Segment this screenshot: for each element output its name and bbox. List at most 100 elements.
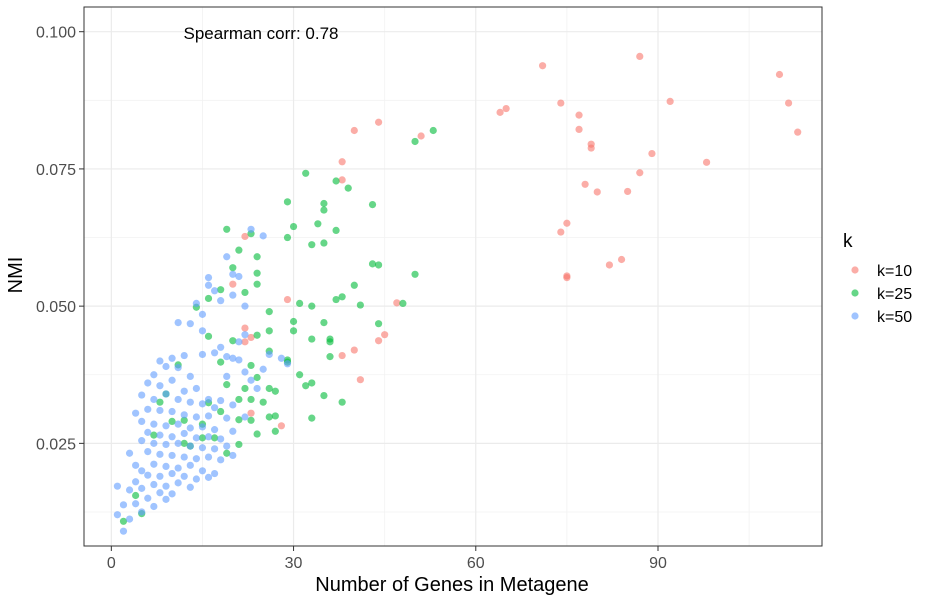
data-point [320,319,328,327]
data-point [368,260,377,268]
legend-title: k [843,231,853,252]
data-point [162,495,170,503]
data-point [180,453,188,461]
data-point [271,427,279,435]
data-point [162,422,170,430]
data-point [156,382,164,390]
data-point [326,338,334,346]
data-point [150,502,158,511]
data-point [338,398,346,406]
data-point [119,517,128,525]
data-point [132,478,140,486]
data-point [289,327,298,335]
legend-key [851,266,859,274]
data-point [217,343,225,351]
data-point [180,351,188,360]
data-point [223,225,231,233]
data-point [223,442,231,450]
data-point [113,511,122,519]
data-point [332,295,340,304]
y-tick-label: 0.100 [36,25,76,42]
data-point [168,490,176,498]
data-point [302,169,310,177]
data-point [174,364,182,372]
data-point [648,149,656,158]
data-point [156,450,164,458]
data-point [253,280,261,288]
data-point [241,324,249,332]
data-point [575,125,583,134]
data-point [168,469,176,478]
data-point [168,354,176,362]
data-point [198,327,207,335]
data-point [271,387,279,395]
x-tick-label: 90 [649,555,667,572]
data-point [132,500,140,508]
data-point [150,395,158,404]
data-point [557,228,565,236]
data-point [253,253,261,261]
data-point [393,299,401,307]
data-point [192,413,200,421]
data-point [168,433,176,441]
data-point [784,99,793,107]
data-point [374,118,383,126]
data-point [320,199,328,208]
data-point [235,440,243,449]
data-point [119,527,128,535]
data-point [253,373,261,382]
data-point [204,294,213,303]
data-point [229,337,237,345]
data-point [314,220,322,228]
data-point [289,222,298,231]
data-point [283,295,292,304]
data-point [241,288,249,297]
data-point [210,349,219,357]
data-point [186,398,194,406]
data-point [204,332,213,340]
data-point [144,405,152,413]
data-point [374,337,383,345]
data-point [605,261,614,269]
series-k-50 [113,225,292,535]
data-point [247,376,255,384]
data-point [374,261,383,269]
data-point [575,111,583,119]
data-point [277,354,286,362]
data-point [138,417,146,426]
legend-label: k=10 [877,263,912,280]
data-point [217,286,225,294]
x-tick-label: 0 [107,555,116,572]
data-point [624,187,632,196]
data-point [563,273,571,282]
data-point [150,439,158,447]
data-point [180,387,188,395]
data-point [204,433,213,441]
spearman-annotation: Spearman corr: 0.78 [184,24,339,43]
data-point [241,338,249,346]
data-point [174,439,182,447]
y-axis-label: NMI [5,257,27,294]
data-point [204,473,213,481]
y-tick-label: 0.050 [36,299,76,316]
data-point [210,469,219,478]
data-point [186,483,194,491]
legend-key [851,289,859,297]
data-point [636,52,644,60]
data-point [253,269,261,277]
data-point [198,350,207,359]
data-point [296,299,304,307]
data-point [138,437,146,445]
data-point [277,422,286,430]
plot-panel-border [83,6,823,547]
data-point [168,376,176,384]
data-point [168,417,176,426]
data-point [223,414,231,422]
data-point [210,404,219,412]
data-point [204,453,213,461]
data-point [247,409,255,417]
data-point [241,232,249,241]
data-point [235,416,243,424]
data-point [308,302,316,310]
data-point [259,232,267,240]
